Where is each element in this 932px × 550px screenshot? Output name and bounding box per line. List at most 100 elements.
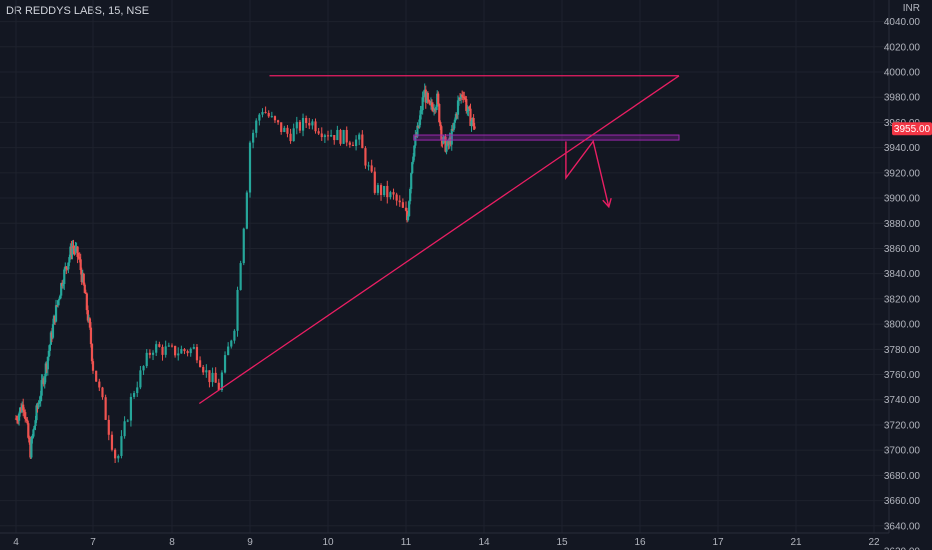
candle-down [468, 106, 471, 109]
candle-down [461, 94, 464, 97]
candle-down [404, 207, 408, 211]
candle-down [183, 349, 186, 352]
candle-up [323, 135, 326, 138]
candle-up [410, 173, 413, 189]
candle-down [79, 259, 82, 271]
candle-up [51, 324, 55, 338]
candle-down [26, 419, 29, 424]
candle-up [136, 387, 139, 394]
candle-up [39, 395, 42, 402]
y-axis-unit: INR [903, 3, 920, 14]
drawings[interactable] [198, 75, 680, 405]
candle-up [164, 346, 167, 355]
candle-down [76, 246, 79, 257]
candle-down [101, 387, 104, 398]
candle-down [214, 372, 217, 383]
candle-up [120, 436, 123, 456]
candle-up [123, 421, 126, 437]
candle-up [422, 95, 425, 98]
candle-down [15, 418, 19, 421]
candle-up [236, 289, 239, 331]
candle-down [217, 382, 220, 391]
candle-up [456, 100, 460, 115]
candle-down [107, 419, 110, 435]
candle-down [308, 123, 311, 126]
candle-up [409, 188, 412, 202]
candle-up [43, 376, 46, 385]
candle-up [37, 403, 40, 408]
candle-down [473, 126, 476, 129]
candle-up [336, 129, 339, 141]
candle-up [145, 352, 148, 367]
candle-down [314, 121, 317, 132]
y-tick-label: 3860.00 [884, 244, 921, 255]
candle-up [220, 372, 224, 391]
candle-up [126, 420, 129, 422]
candle-down [88, 318, 92, 328]
candle-up [295, 121, 298, 129]
candle-down [286, 127, 289, 134]
y-tick-label: 3880.00 [884, 219, 921, 230]
candles [14, 83, 476, 464]
candle-down [398, 200, 401, 203]
x-tick-label: 9 [247, 537, 253, 548]
y-tick-label: 3780.00 [884, 345, 921, 356]
candle-down [370, 165, 373, 172]
candle-up [252, 132, 255, 143]
candle-up [330, 135, 333, 137]
candle-down [276, 120, 280, 123]
y-tick-label: 4060.00 [884, 0, 921, 3]
candle-up [408, 201, 411, 217]
x-tick-label: 22 [868, 537, 880, 548]
candle-up [142, 366, 145, 371]
candle-down [439, 122, 442, 127]
candle-down [280, 122, 283, 133]
candle-up [470, 121, 473, 126]
candle-down [72, 245, 75, 249]
candle-down [65, 266, 68, 269]
candle-down [110, 434, 114, 450]
candle-down [289, 133, 292, 142]
candle-up [248, 142, 252, 193]
candle-down [437, 93, 440, 105]
candle-down [198, 360, 202, 367]
candle-up [167, 345, 170, 347]
candle-up [117, 455, 120, 459]
candle-down [431, 106, 435, 112]
candle-down [469, 108, 472, 126]
ascending-trendline [198, 75, 680, 405]
candle-up [46, 356, 49, 370]
candle-up [17, 413, 21, 421]
candle-down [364, 148, 367, 166]
x-tick-label: 10 [322, 537, 334, 548]
candle-up [342, 129, 345, 144]
candle-down [444, 136, 447, 152]
candle-down [114, 449, 117, 459]
candle-up [35, 405, 38, 421]
candle-down [273, 116, 277, 121]
candle-down [202, 366, 205, 373]
candle-up [450, 128, 453, 145]
candle-up [453, 119, 456, 123]
y-tick-label: 3840.00 [884, 269, 921, 280]
candle-up [60, 283, 63, 296]
candle-up [354, 139, 358, 146]
candle-up [270, 116, 273, 118]
candle-down [89, 327, 93, 345]
candle-up [54, 305, 58, 322]
candle-up [358, 134, 361, 140]
last-price-badge: 3955.00 [892, 122, 932, 136]
candle-up [255, 120, 258, 133]
candle-up [412, 156, 415, 163]
candle-up [189, 348, 192, 354]
candle-down [85, 293, 88, 311]
candle-up [418, 119, 421, 128]
candle-down [305, 118, 308, 124]
candle-up [416, 125, 419, 137]
candle-down [86, 310, 89, 321]
x-tick-label: 17 [712, 537, 724, 548]
candle-up [435, 106, 438, 110]
candle-up [40, 380, 43, 396]
